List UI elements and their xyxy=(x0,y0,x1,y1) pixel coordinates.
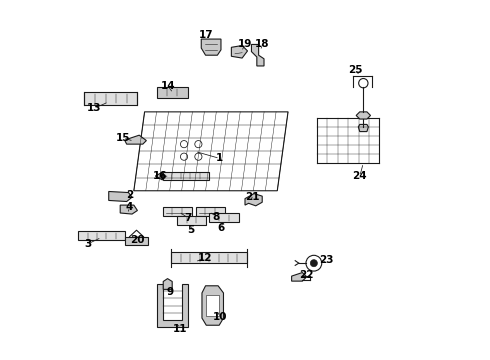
Text: 23: 23 xyxy=(319,255,334,265)
Polygon shape xyxy=(358,125,368,132)
Bar xyxy=(84,92,137,105)
Bar xyxy=(317,118,379,163)
Bar xyxy=(78,231,125,240)
Text: 19: 19 xyxy=(238,40,252,49)
Polygon shape xyxy=(201,39,221,55)
Bar xyxy=(163,172,209,180)
Text: 11: 11 xyxy=(172,324,187,334)
Bar xyxy=(157,87,188,98)
Text: 17: 17 xyxy=(199,30,214,40)
Text: 7: 7 xyxy=(184,213,191,222)
Text: 20: 20 xyxy=(130,235,145,245)
Polygon shape xyxy=(125,135,147,144)
Text: 6: 6 xyxy=(217,224,224,233)
Text: 1: 1 xyxy=(216,153,223,163)
Text: 25: 25 xyxy=(348,64,363,75)
Text: 22: 22 xyxy=(299,270,313,280)
Bar xyxy=(163,207,192,216)
Text: 21: 21 xyxy=(245,192,259,202)
Polygon shape xyxy=(206,295,219,316)
Text: 15: 15 xyxy=(116,133,130,143)
Text: 18: 18 xyxy=(255,40,270,49)
Polygon shape xyxy=(163,279,172,289)
Text: 9: 9 xyxy=(166,287,173,297)
Polygon shape xyxy=(231,45,247,58)
Bar xyxy=(172,252,247,263)
Text: 16: 16 xyxy=(152,171,167,181)
Polygon shape xyxy=(245,194,262,206)
Polygon shape xyxy=(157,284,188,327)
Text: 4: 4 xyxy=(126,202,133,212)
Text: 12: 12 xyxy=(198,253,213,263)
Polygon shape xyxy=(251,44,264,66)
Bar xyxy=(177,216,206,225)
Polygon shape xyxy=(202,286,223,325)
Text: 13: 13 xyxy=(87,103,101,113)
Bar xyxy=(209,213,239,222)
Polygon shape xyxy=(134,112,288,191)
Text: 3: 3 xyxy=(84,239,92,249)
Bar xyxy=(125,237,148,244)
Polygon shape xyxy=(356,112,370,119)
Polygon shape xyxy=(120,205,137,214)
Text: 10: 10 xyxy=(213,312,227,322)
Text: 14: 14 xyxy=(161,81,175,91)
Text: 5: 5 xyxy=(187,225,194,235)
Polygon shape xyxy=(109,192,132,202)
Polygon shape xyxy=(292,273,307,281)
Text: 24: 24 xyxy=(352,171,367,181)
Polygon shape xyxy=(155,172,163,180)
Text: 2: 2 xyxy=(126,190,133,200)
Bar xyxy=(196,207,225,216)
Text: 8: 8 xyxy=(213,212,220,221)
Circle shape xyxy=(310,260,318,267)
